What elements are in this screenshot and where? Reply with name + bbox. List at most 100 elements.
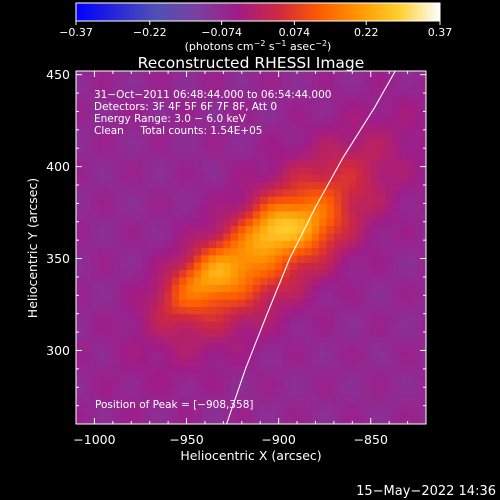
heatmap-cell — [319, 210, 328, 219]
heatmap-cell — [76, 173, 84, 182]
heatmap-cell — [333, 416, 342, 424]
heatmap-cell — [311, 137, 320, 146]
heatmap-cell — [98, 188, 107, 197]
heatmap-cell — [252, 115, 261, 124]
heatmap-cell — [112, 254, 121, 263]
heatmap-cell — [304, 365, 313, 374]
heatmap-cell — [186, 394, 195, 403]
heatmap-cell — [223, 284, 232, 293]
heatmap-cell — [90, 372, 99, 381]
heatmap-cell — [208, 122, 217, 131]
heatmap-cell — [400, 313, 409, 322]
heatmap-cell — [363, 416, 372, 424]
heatmap-cell — [341, 321, 350, 329]
heatmap-cell — [193, 306, 202, 315]
heatmap-cell — [76, 232, 84, 241]
heatmap-cell — [289, 107, 298, 116]
heatmap-cell — [267, 262, 276, 271]
heatmap-cell — [370, 151, 379, 160]
heatmap-cell — [333, 262, 342, 271]
heatmap-cell — [407, 71, 416, 79]
heatmap-cell — [319, 276, 328, 285]
heatmap-cell — [326, 210, 335, 219]
heatmap-cell — [98, 115, 107, 124]
heatmap-cell — [223, 262, 232, 271]
heatmap-cell — [98, 343, 107, 352]
heatmap-cell — [385, 71, 394, 79]
heatmap-cell — [319, 85, 328, 94]
heatmap-cell — [333, 247, 342, 256]
heatmap-cell — [164, 350, 173, 359]
heatmap-cell — [98, 181, 107, 190]
heatmap-cell — [289, 343, 298, 352]
heatmap-cell — [83, 71, 92, 79]
heatmap-cell — [157, 372, 166, 381]
heatmap-cell — [134, 372, 143, 381]
heatmap-cell — [252, 218, 261, 227]
heatmap-cell — [267, 247, 276, 256]
heatmap-cell — [120, 144, 129, 153]
heatmap-cell — [208, 115, 217, 124]
heatmap-cell — [274, 122, 283, 131]
heatmap-cell — [319, 122, 328, 131]
heatmap-cell — [238, 188, 247, 197]
heatmap-cell — [208, 188, 217, 197]
heatmap-cell — [230, 129, 239, 138]
heatmap-cell — [267, 321, 276, 329]
heatmap-cell — [274, 401, 283, 410]
heatmap-cell — [157, 409, 166, 418]
heatmap-cell — [216, 144, 224, 153]
heatmap-cell — [274, 328, 283, 337]
heatmap-cell — [201, 387, 210, 396]
heatmap-cell — [319, 166, 328, 175]
heatmap-cell — [164, 188, 173, 197]
heatmap-cell — [297, 276, 306, 285]
heatmap-cell — [98, 196, 107, 204]
heatmap-cell — [134, 188, 143, 197]
heatmap-cell — [252, 269, 261, 278]
heatmap-cell — [378, 100, 387, 109]
heatmap-cell — [171, 291, 180, 300]
heatmap-cell — [134, 343, 143, 352]
heatmap-cell — [90, 210, 99, 219]
heatmap-cell — [98, 225, 107, 234]
heatmap-cell — [127, 100, 136, 109]
heatmap-cell — [341, 276, 350, 285]
heatmap-cell — [370, 416, 379, 424]
heatmap-cell — [105, 122, 114, 131]
heatmap-cell — [76, 335, 84, 344]
heatmap-cell — [274, 247, 283, 256]
heatmap-cell — [392, 181, 401, 190]
heatmap-cell — [363, 78, 372, 87]
heatmap-cell — [238, 173, 247, 182]
heatmap-cell — [252, 122, 261, 131]
heatmap-cell — [289, 166, 298, 175]
heatmap-cell — [392, 357, 401, 366]
heatmap-cell — [179, 343, 188, 352]
heatmap-cell — [223, 394, 232, 403]
heatmap-cell — [245, 166, 254, 175]
heatmap-cell — [223, 350, 232, 359]
heatmap-cell — [90, 196, 99, 204]
heatmap-cell — [326, 387, 335, 396]
heatmap-cell — [392, 328, 401, 337]
heatmap-cell — [260, 151, 269, 160]
heatmap-cell — [400, 298, 409, 307]
heatmap-cell — [201, 306, 210, 315]
heatmap-cell — [134, 254, 143, 263]
heatmap-cell — [105, 232, 114, 241]
colorbar-tick-label: 0.074 — [279, 26, 311, 39]
heatmap-cell — [186, 284, 195, 293]
heatmap-cell — [238, 232, 247, 241]
heatmap-cell — [356, 372, 364, 381]
heatmap-cell — [127, 196, 136, 204]
heatmap-cell — [230, 71, 239, 79]
heatmap-cell — [311, 276, 320, 285]
heatmap-cell — [414, 306, 423, 315]
heatmap-cell — [260, 144, 269, 153]
heatmap-cell — [134, 210, 143, 219]
heatmap-cell — [304, 93, 313, 102]
heatmap-cell — [98, 137, 107, 146]
heatmap-cell — [311, 240, 320, 249]
heatmap-cell — [414, 401, 423, 410]
